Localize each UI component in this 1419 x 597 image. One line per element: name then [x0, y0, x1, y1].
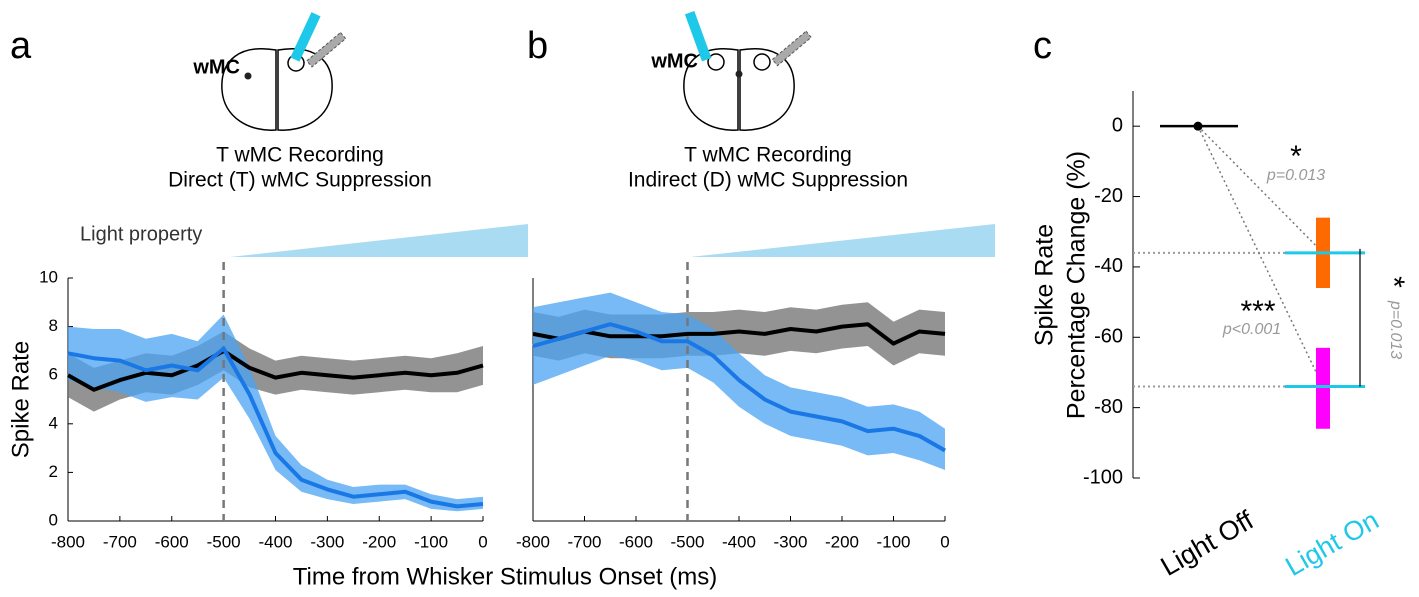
y-tick-label: 0: [49, 510, 58, 529]
y-tick-label: 2: [49, 462, 58, 481]
mean-line: [67, 346, 484, 509]
x-tick-label: -400: [722, 532, 756, 551]
x-axis-label: Time from Whisker Stimulus Onset (ms): [293, 563, 718, 590]
x-tick-label: -400: [258, 532, 292, 551]
electrode: [306, 31, 347, 68]
recording-site: [735, 70, 743, 78]
connector: [1197, 125, 1324, 254]
annotation: *: [1377, 276, 1410, 288]
x-tick-label: -700: [567, 532, 601, 551]
y-tick-label: 4: [49, 413, 58, 432]
x-tick-label: -800: [51, 532, 85, 551]
x-tick-label: -200: [825, 532, 859, 551]
range-bar: [1316, 347, 1330, 429]
light-note: Light property: [80, 223, 202, 245]
x-tick-label: -100: [414, 532, 448, 551]
category-label: Light On: [1280, 505, 1383, 582]
subtitle: T wMC Recording: [684, 144, 852, 167]
y-tick-label: 10: [39, 267, 58, 286]
annotation: *: [1290, 140, 1302, 173]
x-tick-label: 0: [478, 532, 487, 551]
subtitle: Direct (T) wMC Suppression: [168, 169, 432, 192]
optic-fiber: [684, 11, 712, 62]
diagram-label: wMC: [650, 50, 698, 72]
x-tick-label: -800: [516, 532, 550, 551]
light-wedge: [690, 224, 995, 257]
confidence-band: [68, 314, 483, 512]
panel-letter: b: [527, 25, 548, 67]
x-tick-label: -300: [773, 532, 807, 551]
x-tick-label: -600: [619, 532, 653, 551]
y-tick-label: 8: [49, 316, 58, 335]
y-tick-label: -20: [1094, 185, 1123, 207]
recording-site: [244, 72, 252, 80]
x-tick-label: -300: [310, 532, 344, 551]
mean-line: [67, 348, 484, 392]
x-tick-label: -500: [207, 532, 241, 551]
brain-diagram: [221, 48, 333, 131]
y-axis-label: Percentage Change (%): [1063, 151, 1091, 419]
y-axis-label: Spike Rate: [7, 341, 34, 458]
subtitle: Indirect (D) wMC Suppression: [628, 169, 908, 192]
y-tick-label: 0: [1112, 114, 1123, 136]
mean-line: [532, 322, 946, 346]
diagram-label: wMC: [192, 56, 240, 78]
x-tick-label: -700: [103, 532, 137, 551]
x-tick-label: -200: [362, 532, 396, 551]
subtitle: T wMC Recording: [216, 144, 384, 167]
electrode: [771, 30, 812, 67]
connector: [1197, 125, 1324, 387]
x-tick-label: -600: [155, 532, 189, 551]
x-tick-label: 0: [940, 532, 949, 551]
annotation: ***: [1240, 295, 1275, 328]
panel-letter: c: [1033, 25, 1052, 67]
y-tick-label: -80: [1094, 396, 1123, 418]
x-tick-label: -100: [876, 532, 910, 551]
y-tick-label: -40: [1094, 255, 1123, 277]
y-axis-label: Spike Rate: [1031, 224, 1059, 346]
y-tick-label: 6: [49, 365, 58, 384]
mean-line: [532, 322, 946, 453]
annotation: p=0.013: [1387, 300, 1404, 359]
x-tick-label: -500: [670, 532, 704, 551]
y-tick-label: -100: [1083, 466, 1123, 488]
annotation: p<0.001: [1222, 321, 1281, 338]
baseline-dot: [1193, 121, 1203, 131]
y-tick-label: -60: [1094, 326, 1123, 348]
optic-fiber: [290, 12, 321, 62]
category-label: Light Off: [1156, 505, 1259, 582]
annotation: p=0.013: [1266, 167, 1325, 184]
light-wedge: [230, 224, 528, 257]
brain-diagram: [683, 48, 795, 131]
panel-letter: a: [10, 25, 32, 67]
